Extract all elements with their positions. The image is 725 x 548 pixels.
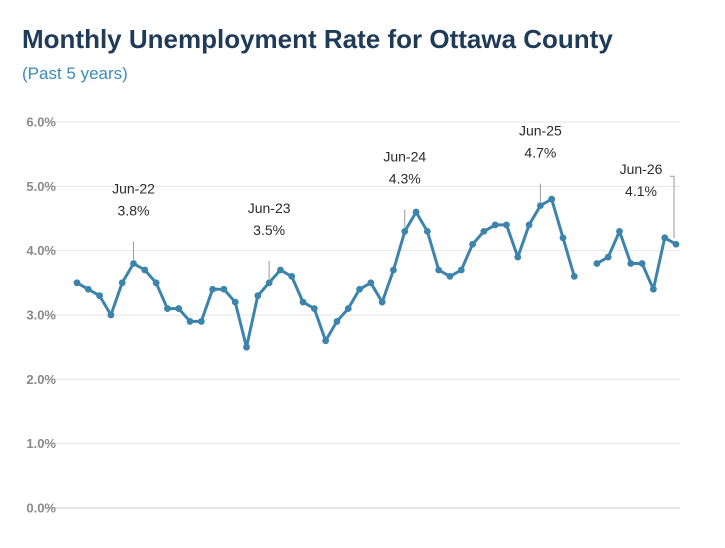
data-point bbox=[457, 266, 465, 274]
data-point bbox=[243, 343, 250, 351]
data-point bbox=[175, 305, 183, 312]
annotation-date-label: Jun-25 bbox=[519, 123, 562, 139]
data-point bbox=[536, 202, 544, 210]
data-point bbox=[435, 266, 443, 274]
data-point bbox=[446, 273, 454, 280]
annotation-value-label: 3.5% bbox=[253, 222, 285, 238]
data-point bbox=[378, 298, 386, 306]
series-line-segment bbox=[75, 197, 576, 349]
data-point bbox=[84, 285, 92, 293]
data-point bbox=[525, 221, 533, 229]
data-point bbox=[627, 260, 635, 267]
data-point bbox=[356, 285, 363, 293]
annotation-date-label: Jun-26 bbox=[620, 161, 663, 177]
data-point bbox=[604, 253, 612, 261]
data-point bbox=[186, 318, 194, 325]
data-point bbox=[152, 279, 160, 287]
data-point bbox=[197, 318, 205, 325]
chart-subtitle: (Past 5 years) bbox=[22, 64, 128, 83]
y-tick-label: 1.0% bbox=[26, 436, 56, 451]
data-point bbox=[344, 305, 352, 312]
annotation-value-label: 3.8% bbox=[118, 203, 150, 219]
data-point bbox=[265, 279, 273, 287]
y-tick-label: 0.0% bbox=[26, 501, 56, 516]
data-point bbox=[220, 285, 228, 293]
annotations: Jun-22 3.8% Jun-23 3.5% Jun-24 4.3% Jun-25 4.7%… bbox=[112, 123, 675, 279]
data-point bbox=[277, 266, 284, 274]
data-point bbox=[672, 240, 680, 248]
y-tick-label: 4.0% bbox=[26, 243, 56, 258]
data-point bbox=[254, 292, 262, 300]
data-point bbox=[491, 221, 499, 229]
data-point bbox=[73, 279, 81, 287]
annotation-value-label: 4.3% bbox=[389, 170, 421, 186]
data-point bbox=[661, 234, 669, 242]
data-point bbox=[209, 285, 217, 293]
data-point bbox=[322, 337, 330, 345]
y-tick-label: 6.0% bbox=[26, 115, 56, 130]
data-point bbox=[164, 305, 171, 312]
annotation-value-label: 4.7% bbox=[524, 145, 556, 161]
data-point bbox=[288, 273, 296, 280]
data-point bbox=[649, 285, 657, 293]
y-axis-ticks: 0.0% 1.0% 2.0% 3.0% 4.0% 5.0% 6.0% bbox=[26, 115, 56, 516]
data-point bbox=[96, 292, 104, 300]
data-point bbox=[310, 305, 318, 312]
data-point bbox=[231, 298, 239, 306]
annotation-date-label: Jun-23 bbox=[248, 200, 291, 216]
gridlines bbox=[44, 121, 680, 509]
data-point bbox=[130, 260, 137, 267]
y-tick-label: 3.0% bbox=[26, 308, 56, 323]
series-line-segment bbox=[595, 229, 678, 291]
series-line bbox=[75, 197, 678, 349]
data-point bbox=[503, 221, 510, 229]
data-point bbox=[570, 273, 578, 280]
data-point bbox=[480, 227, 488, 235]
data-point bbox=[548, 195, 556, 203]
data-point bbox=[559, 234, 567, 242]
data-point bbox=[638, 260, 646, 267]
y-tick-label: 5.0% bbox=[26, 179, 56, 194]
annotation-value-label: 4.1% bbox=[625, 183, 657, 199]
data-point bbox=[141, 266, 149, 274]
annotation-date-label: Jun-22 bbox=[112, 181, 155, 197]
annotation-leader bbox=[670, 175, 675, 239]
data-point bbox=[616, 227, 623, 235]
data-points bbox=[73, 195, 680, 351]
chart-title: Monthly Unemployment Rate for Ottawa Cou… bbox=[22, 24, 613, 54]
data-point bbox=[423, 227, 431, 235]
data-point bbox=[107, 311, 115, 319]
annotation-date-label: Jun-24 bbox=[383, 148, 426, 164]
data-point bbox=[514, 253, 522, 261]
data-point bbox=[390, 266, 397, 274]
data-point bbox=[333, 318, 341, 325]
data-point bbox=[401, 227, 409, 235]
data-point bbox=[412, 208, 420, 216]
data-point bbox=[367, 279, 375, 287]
y-tick-label: 2.0% bbox=[26, 372, 56, 387]
data-point bbox=[469, 240, 476, 248]
data-point bbox=[118, 279, 126, 287]
data-point bbox=[593, 260, 601, 267]
data-point bbox=[299, 298, 307, 306]
